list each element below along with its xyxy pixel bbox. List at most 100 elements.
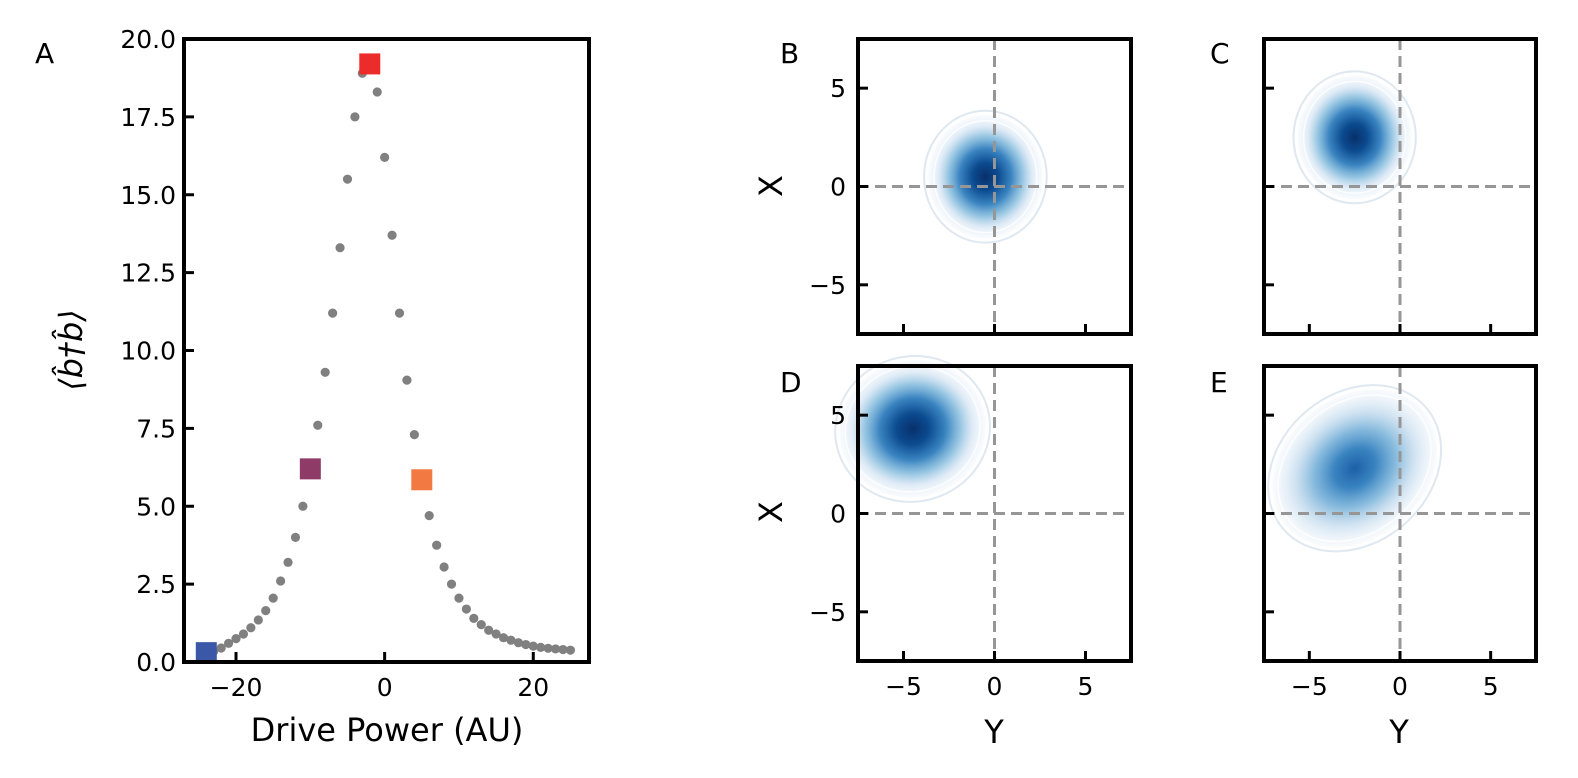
- wigner-blob: [1272, 389, 1438, 548]
- data-point: [543, 643, 553, 653]
- data-point: [387, 230, 397, 240]
- panel-d-x-axis-label: Y: [983, 713, 1004, 751]
- y-tick-label: 17.5: [120, 103, 176, 132]
- y-tick-label: 2.5: [136, 570, 176, 599]
- data-point: [231, 634, 241, 644]
- data-point: [276, 576, 286, 586]
- x-tick-label: −5: [885, 672, 922, 701]
- panel-d-y-axis-label: X: [752, 501, 790, 523]
- y-tick-label: −5: [809, 598, 846, 627]
- highlight-marker-d: [299, 458, 321, 480]
- panel-d-plot: −5 −5 0 0 5 5: [809, 354, 1133, 701]
- blob-contour: [834, 354, 991, 503]
- data-point: [521, 639, 531, 650]
- x-tick-label: −5: [1291, 672, 1328, 701]
- data-point: [283, 557, 293, 567]
- data-point: [439, 562, 449, 572]
- panel-b-label: B: [780, 37, 799, 70]
- data-point: [313, 420, 323, 430]
- panel-a-label: A: [35, 37, 54, 70]
- y-tick-label: 5.0: [136, 492, 176, 521]
- data-point: [536, 642, 546, 652]
- x-tick-label: 0: [377, 673, 393, 702]
- blob-contour: [923, 109, 1048, 244]
- blob-contour-inner: [933, 119, 1038, 234]
- blob-contour: [1267, 384, 1443, 553]
- y-tick-label: 10.0: [120, 337, 176, 366]
- panel-a: −20 0 20 0.0 2.5 5.0 7.5 10.0 12.5 15.0 17.5 20.0 A…: [35, 25, 591, 749]
- wigner-blob: [839, 359, 986, 498]
- panel-b-y-axis-label: X: [752, 175, 790, 197]
- data-point: [454, 593, 464, 603]
- panel-a-frame: [182, 37, 591, 664]
- x-tick-label: 20: [517, 673, 549, 702]
- data-point: [290, 532, 301, 543]
- panel-b-plot: −5 0 5: [809, 37, 1133, 336]
- panel-e-x-axis-label: Y: [1388, 713, 1409, 751]
- x-tick-label: 0: [1392, 672, 1408, 701]
- data-point: [223, 638, 234, 648]
- panel-b: −5 0 5 B X: [752, 37, 1133, 336]
- data-point: [432, 540, 442, 550]
- data-point: [328, 308, 338, 318]
- data-point: [528, 641, 538, 651]
- highlight-marker-b: [195, 642, 217, 664]
- data-point: [424, 510, 434, 521]
- data-point: [491, 629, 501, 639]
- data-point: [498, 633, 509, 643]
- data-point: [484, 625, 494, 635]
- data-point: [372, 87, 382, 97]
- data-point: [246, 623, 256, 633]
- data-point: [253, 615, 263, 625]
- blob-contour-inner: [844, 365, 981, 493]
- panel-e-label: E: [1210, 366, 1228, 399]
- y-tick-label: 0: [830, 500, 846, 529]
- data-point: [335, 243, 345, 253]
- y-tick-label: 0: [830, 173, 846, 202]
- blob-contour-inner: [1302, 80, 1407, 195]
- data-point: [216, 643, 226, 653]
- wigner-blob: [928, 114, 1043, 239]
- data-point: [469, 613, 479, 623]
- data-point: [461, 604, 471, 614]
- data-point: [402, 375, 412, 385]
- y-tick-label: 5: [830, 74, 846, 103]
- panel-e: −5 0 5 E Y: [1210, 364, 1538, 751]
- highlight-marker-e: [411, 469, 433, 491]
- y-tick-label: 5: [830, 401, 846, 430]
- data-point: [550, 644, 561, 654]
- data-point: [350, 112, 360, 122]
- data-point: [446, 579, 457, 589]
- panel-c: C: [1210, 37, 1538, 336]
- data-point: [238, 629, 249, 639]
- x-tick-label: −20: [210, 673, 263, 702]
- y-tick-label: 15.0: [120, 181, 176, 210]
- data-point: [476, 620, 486, 630]
- panel-c-label: C: [1210, 37, 1230, 70]
- y-tick-label: 20.0: [120, 25, 176, 54]
- y-tick-label: −5: [809, 271, 846, 300]
- y-tick-label: 7.5: [136, 414, 176, 443]
- y-tick-label: 12.5: [120, 259, 176, 288]
- y-tick-label: 0.0: [136, 648, 176, 677]
- data-point: [394, 308, 405, 318]
- blob-contour-inner: [1277, 394, 1432, 543]
- data-point: [261, 606, 271, 616]
- data-point: [558, 644, 568, 655]
- data-point: [565, 645, 576, 655]
- x-tick-label: 5: [1483, 672, 1499, 701]
- x-tick-label: 0: [987, 672, 1003, 701]
- data-point: [513, 638, 524, 648]
- wigner-blob: [1297, 75, 1412, 200]
- panel-a-x-axis-label: Drive Power (AU): [251, 711, 524, 749]
- data-point: [268, 593, 278, 603]
- blob-contour: [1292, 70, 1417, 205]
- x-tick-label: 5: [1078, 672, 1094, 701]
- data-point: [409, 430, 419, 440]
- panel-a-y-axis-label: ⟨b̂†b̂⟩: [52, 309, 90, 391]
- data-point: [342, 174, 353, 184]
- data-point: [320, 367, 330, 377]
- panel-d-label: D: [780, 366, 802, 399]
- data-point: [298, 501, 308, 511]
